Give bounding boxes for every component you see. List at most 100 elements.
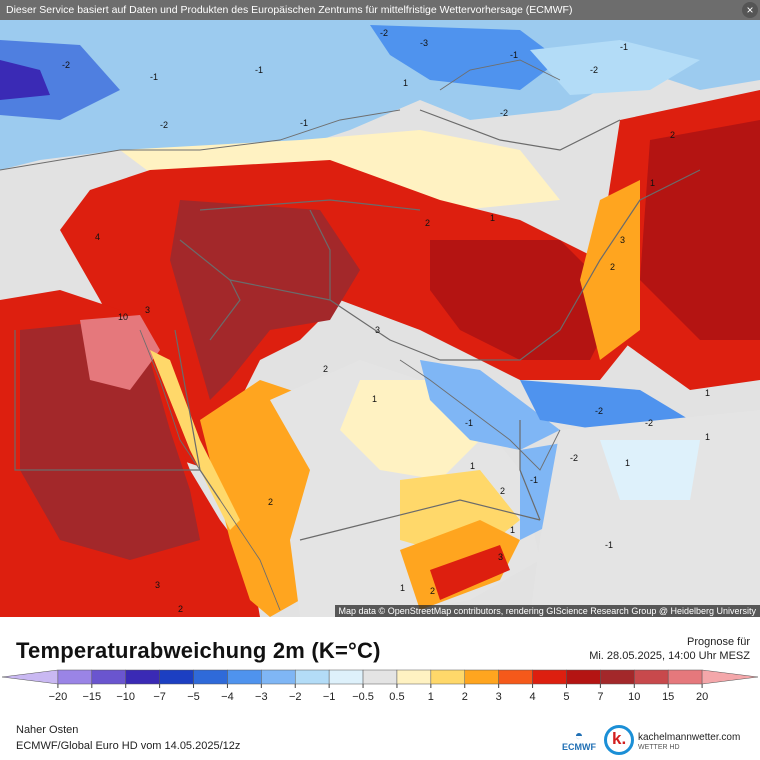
- contour-label: -3: [420, 38, 429, 48]
- legend-swatch: [362, 669, 398, 685]
- legend-tick-label: −15: [82, 691, 101, 703]
- contour-label: -1: [150, 72, 159, 82]
- legend-tick-label: −20: [49, 691, 68, 703]
- ecmwf-logo-text: ECMWF: [562, 742, 596, 752]
- contour-label: -2: [570, 453, 579, 463]
- contour-label: -1: [620, 42, 629, 52]
- legend-tick-label: 15: [662, 691, 674, 703]
- contour-label: 2: [268, 497, 274, 507]
- country-borders: [14, 109, 701, 541]
- legend-swatch: [566, 669, 601, 685]
- contour-label: -2: [590, 65, 599, 75]
- contour-label: 3: [375, 325, 381, 335]
- ecmwf-notice-text: Dieser Service basiert auf Daten und Pro…: [6, 4, 573, 16]
- contour-label: 1: [400, 583, 406, 593]
- cold-region-caspian: [530, 40, 700, 95]
- contour-label: 1: [705, 388, 711, 398]
- contour-label: 3: [155, 580, 161, 590]
- legend-swatch: [464, 669, 499, 685]
- legend-tick-label: 7: [597, 691, 603, 703]
- contour-label: 3: [620, 235, 626, 245]
- legend-tick-label: −10: [116, 691, 135, 703]
- contour-label: 2: [430, 586, 436, 596]
- legend-swatch: [430, 669, 466, 685]
- map-canvas: [0, 20, 760, 617]
- hot-core-egypt: [20, 320, 200, 560]
- legend-swatch: [294, 669, 330, 685]
- ecmwf-notice-banner: Dieser Service basiert auf Daten und Pro…: [0, 0, 760, 20]
- contour-label: -2: [645, 418, 654, 428]
- legend-tick-label: −2: [289, 691, 302, 703]
- contour-label: -1: [255, 65, 264, 75]
- contour-label: 2: [323, 364, 329, 374]
- legend-tick-label: −3: [255, 691, 268, 703]
- legend-swatch: [701, 669, 759, 685]
- contour-label: -1: [465, 418, 474, 428]
- legend-swatch: [532, 669, 567, 685]
- contour-label: -1: [300, 118, 309, 128]
- hot-core-east: [640, 120, 760, 340]
- legend-swatch: [1, 669, 59, 685]
- contour-label: 1: [510, 525, 516, 535]
- ecmwf-logo[interactable]: ◓ ECMWF: [561, 728, 597, 756]
- neutral-region-southeast: [530, 410, 760, 617]
- legend-tick-label: −4: [221, 691, 234, 703]
- contour-label: 3: [498, 552, 504, 562]
- contour-label: 1: [705, 432, 711, 442]
- contour-label: 1: [372, 394, 378, 404]
- legend-tick-label: 0.5: [389, 691, 404, 703]
- contour-label: -1: [510, 50, 519, 60]
- coastlines: [0, 59, 561, 611]
- legend-tick-label: 5: [563, 691, 569, 703]
- hot-region-yemen: [430, 545, 510, 600]
- kachelmann-sub: WETTER HD: [638, 744, 680, 751]
- contour-label: -2: [160, 120, 169, 130]
- contour-label: 1: [490, 213, 496, 223]
- legend-tick-label: 2: [462, 691, 468, 703]
- contour-label: 1: [625, 458, 631, 468]
- legend-swatch: [328, 669, 364, 685]
- temperature-anomaly-map[interactable]: -2 -1 -1 -2 -1 -3 -2 1 -1 -1 -2 -2 2 1 2 1 2 3 10 3 3 2 1 -1 -2 -…: [0, 0, 760, 617]
- contour-label: -2: [500, 108, 509, 118]
- legend-swatch: [125, 669, 160, 685]
- contour-label: 2: [178, 604, 184, 614]
- contour-label: 3: [145, 305, 151, 315]
- contour-label: -2: [380, 28, 389, 38]
- contour-label: 2: [425, 218, 431, 228]
- cold-region-black-sea: [370, 25, 560, 90]
- legend-tick-label: 3: [496, 691, 502, 703]
- region-name: Naher Osten: [16, 724, 79, 736]
- hot-core-iran: [430, 240, 620, 360]
- contour-label: 1: [403, 78, 409, 88]
- cold-core-northwest: [0, 60, 50, 100]
- hot-core-syria-iraq: [170, 200, 360, 400]
- cold-region-northwest: [0, 40, 120, 120]
- legend-swatch: [193, 669, 228, 685]
- contour-label: -1: [605, 540, 614, 550]
- legend-swatch: [227, 669, 262, 685]
- contour-label: 1: [470, 461, 476, 471]
- contour-label: 2: [610, 262, 616, 272]
- legend-tick-label: −7: [153, 691, 166, 703]
- kachelmann-logo-mark[interactable]: k.: [604, 725, 634, 755]
- cold-region-persian-gulf: [420, 360, 560, 450]
- model-run: ECMWF/Global Euro HD vom 14.05.2025/12z: [16, 740, 241, 752]
- legend-swatch: [396, 669, 432, 685]
- legend-swatch: [57, 669, 93, 685]
- kachelmann-logo-letter: k.: [612, 729, 627, 748]
- legend-tick-label: 4: [530, 691, 536, 703]
- legend-swatch: [498, 669, 533, 685]
- close-banner-button[interactable]: ×: [742, 2, 758, 18]
- cold-region-gulf-of-oman: [520, 380, 690, 430]
- color-legend: −20 −15 −10 −7 −5 −4 −3 −2 −1 −0.5 0.5 1 2 3 4 5 7 10 15 20: [0, 668, 760, 712]
- kachelmann-link[interactable]: kachelmannwetter.com: [638, 732, 741, 743]
- contour-label: 1: [650, 178, 656, 188]
- contour-label: 2: [670, 130, 676, 140]
- legend-tick-label: −5: [187, 691, 200, 703]
- legend-tick-label: −1: [323, 691, 336, 703]
- legend-swatch: [634, 669, 669, 685]
- legend-tick-label: −0.5: [352, 691, 374, 703]
- legend-swatch: [159, 669, 194, 685]
- forecast-label: Prognose für: [687, 636, 750, 648]
- legend-swatch: [91, 669, 126, 685]
